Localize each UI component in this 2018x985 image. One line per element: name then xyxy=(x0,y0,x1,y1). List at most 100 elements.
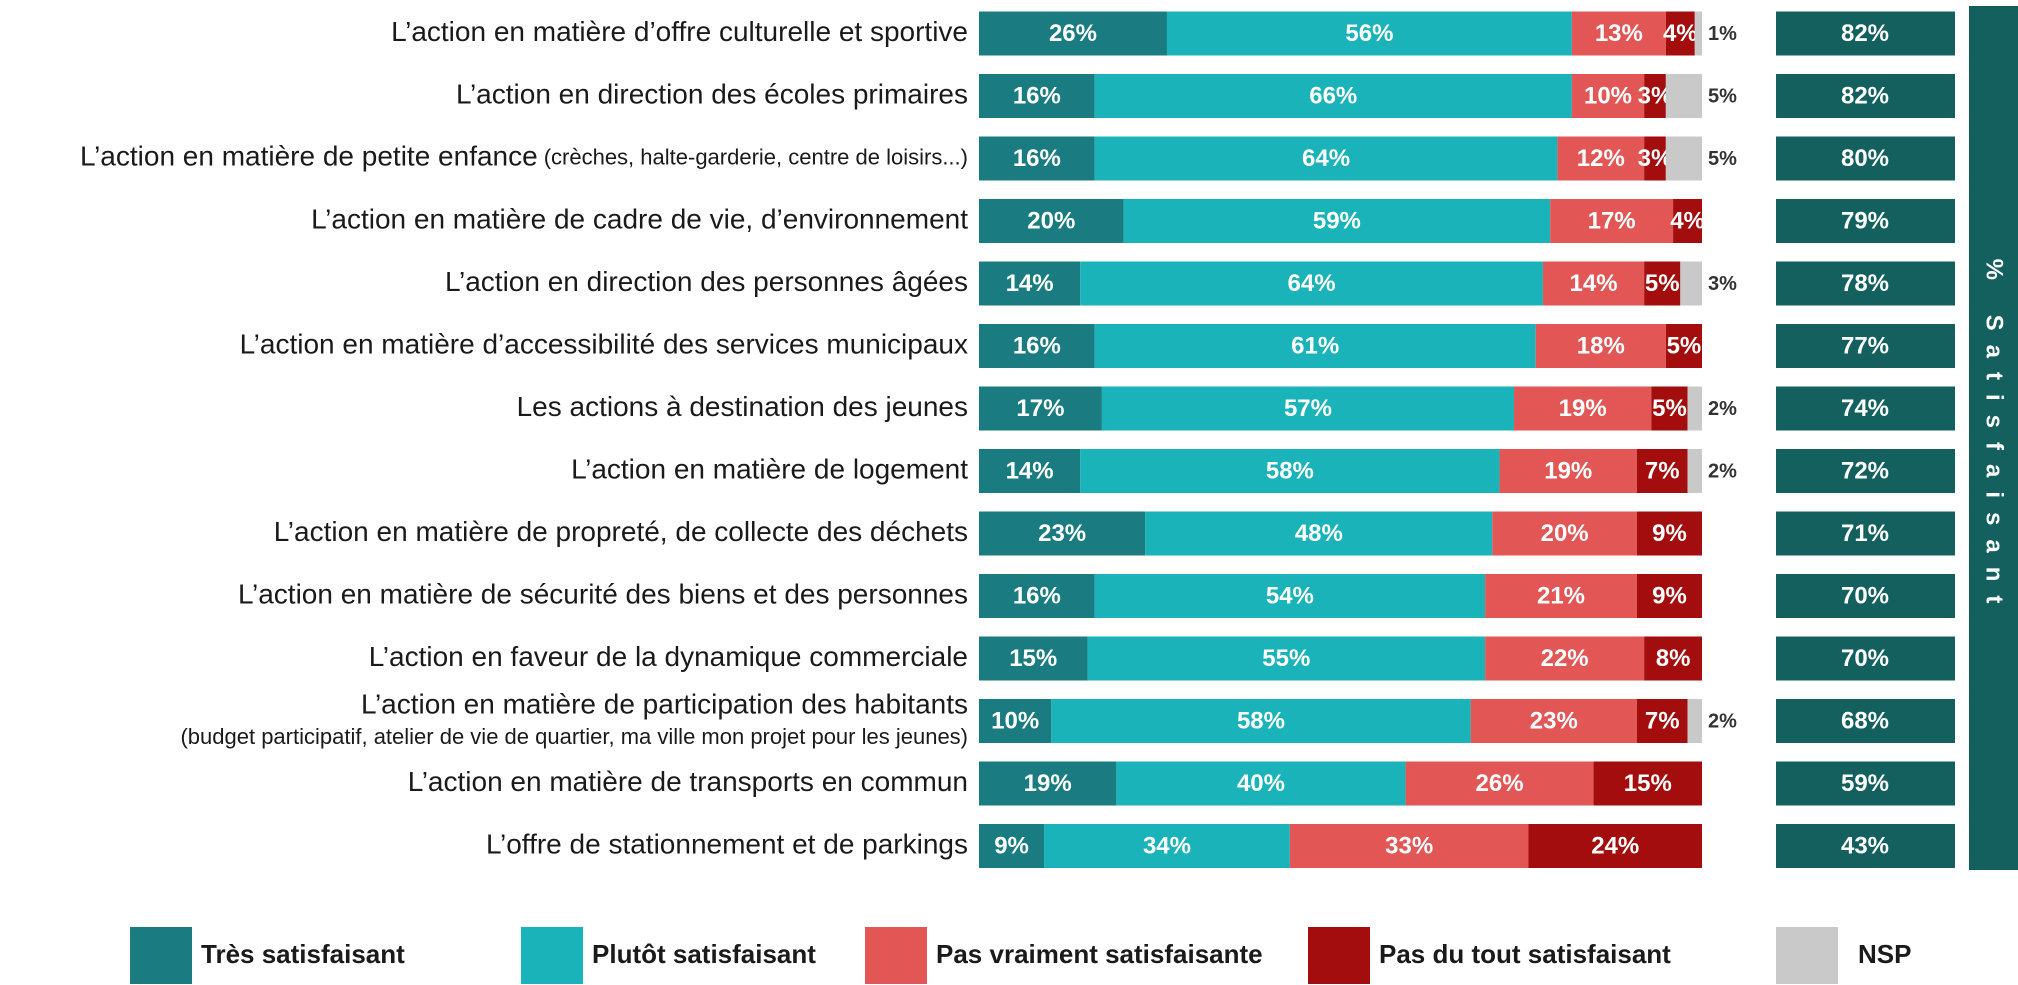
total-label: 59% xyxy=(1841,770,1889,797)
bar-segment xyxy=(1665,11,1695,56)
legend-label: Très satisfaisant xyxy=(201,939,405,969)
total-label: 43% xyxy=(1841,832,1889,859)
value-label: 33% xyxy=(1385,832,1433,859)
value-label: 1% xyxy=(1708,23,1737,45)
category-label: L’action en direction des personnes âgée… xyxy=(445,266,968,297)
value-label: 9% xyxy=(1652,520,1687,547)
totals-title-box xyxy=(1969,6,2018,870)
bar-segment xyxy=(1550,199,1674,243)
value-label: 15% xyxy=(1009,645,1057,672)
value-label: 54% xyxy=(1266,582,1314,609)
value-label: 20% xyxy=(1541,520,1589,547)
value-label: 16% xyxy=(1013,332,1061,359)
legend-swatch xyxy=(130,927,192,984)
total-box xyxy=(1776,74,1955,118)
total-label: 78% xyxy=(1841,270,1889,297)
bar-segment xyxy=(1673,199,1702,243)
value-label: 10% xyxy=(991,707,1039,734)
value-label: 18% xyxy=(1577,332,1625,359)
value-label: 12% xyxy=(1577,145,1625,172)
value-label: 17% xyxy=(1588,207,1636,234)
value-label: 15% xyxy=(1624,770,1672,797)
category-main: L’action en matière de petite enfance xyxy=(80,141,538,172)
bar-segment xyxy=(1535,324,1666,368)
bar-segment xyxy=(1694,11,1702,56)
value-label: 34% xyxy=(1143,832,1191,859)
value-label: 40% xyxy=(1237,770,1285,797)
bar-segment xyxy=(1644,74,1666,118)
bar-segment xyxy=(979,761,1117,806)
total-box xyxy=(1776,324,1955,368)
value-label: 57% xyxy=(1284,395,1332,422)
bar-segment xyxy=(1644,136,1666,181)
bar-segment xyxy=(1636,449,1688,493)
value-label: 20% xyxy=(1027,207,1075,234)
total-label: 72% xyxy=(1841,457,1889,484)
value-label: 64% xyxy=(1302,145,1350,172)
value-label: 64% xyxy=(1288,270,1336,297)
bar-segment xyxy=(1051,699,1471,743)
category-label: L’action en matière de participation des… xyxy=(361,688,968,719)
value-label: 16% xyxy=(1013,82,1061,109)
bar-segment xyxy=(979,699,1052,743)
legend-swatch xyxy=(1776,927,1838,984)
value-label: 61% xyxy=(1291,332,1339,359)
value-label: 14% xyxy=(1006,270,1054,297)
value-label: 19% xyxy=(1544,457,1592,484)
bar-segment xyxy=(979,324,1095,368)
total-box xyxy=(1776,136,1955,181)
bar-segment xyxy=(979,11,1167,56)
bar-segment xyxy=(1123,199,1551,243)
bar-segment xyxy=(979,261,1081,306)
bar-segment xyxy=(1665,324,1702,368)
value-label: 26% xyxy=(1049,20,1097,47)
bar-segment xyxy=(1470,699,1637,743)
value-label: 2% xyxy=(1708,710,1737,732)
value-label: 9% xyxy=(994,832,1029,859)
total-label: 80% xyxy=(1841,145,1889,172)
value-label: 4% xyxy=(1663,20,1698,47)
value-label: 4% xyxy=(1670,207,1705,234)
totals-title: % Satisfaisant xyxy=(1981,259,2008,618)
bar-segment xyxy=(979,449,1081,493)
bar-segment xyxy=(1101,386,1515,431)
bar-segment xyxy=(1687,699,1702,743)
total-label: 79% xyxy=(1841,207,1889,234)
value-label: 66% xyxy=(1309,82,1357,109)
legend-label: NSP xyxy=(1858,939,1911,969)
total-box xyxy=(1776,699,1955,743)
bar-segment xyxy=(1636,699,1688,743)
legend-label: Pas vraiment satisfaisante xyxy=(936,939,1263,969)
value-label: 7% xyxy=(1645,707,1680,734)
category-label: L’action en matière de transports en com… xyxy=(408,766,968,797)
bar-segment xyxy=(1571,74,1645,118)
total-box xyxy=(1776,199,1955,243)
value-label: 26% xyxy=(1476,770,1524,797)
total-label: 77% xyxy=(1841,332,1889,359)
bar-segment xyxy=(1492,511,1637,556)
legend-swatch xyxy=(865,927,927,984)
value-label: 19% xyxy=(1559,395,1607,422)
value-label: 16% xyxy=(1013,582,1061,609)
category-note: (budget participatif, atelier de vie de … xyxy=(180,724,968,749)
value-label: 2% xyxy=(1708,398,1737,420)
value-label: 14% xyxy=(1570,270,1618,297)
value-label: 24% xyxy=(1591,832,1639,859)
category-label: L’action en matière de propreté, de coll… xyxy=(274,516,968,547)
bar-segment xyxy=(979,199,1124,243)
total-label: 82% xyxy=(1841,82,1889,109)
bar-segment xyxy=(979,636,1088,681)
category-label: L’offre de stationnement et de parkings xyxy=(486,828,968,859)
bar-segment xyxy=(979,824,1045,868)
value-label: 58% xyxy=(1237,707,1285,734)
value-label: 56% xyxy=(1345,20,1393,47)
total-label: 70% xyxy=(1841,645,1889,672)
bar-segment xyxy=(1145,511,1493,556)
value-label: 7% xyxy=(1645,457,1680,484)
value-label: 14% xyxy=(1006,457,1054,484)
bar-segment xyxy=(1636,511,1702,556)
bar-segment xyxy=(1571,11,1666,56)
value-label: 3% xyxy=(1708,273,1737,295)
bar-segment xyxy=(1485,636,1645,681)
